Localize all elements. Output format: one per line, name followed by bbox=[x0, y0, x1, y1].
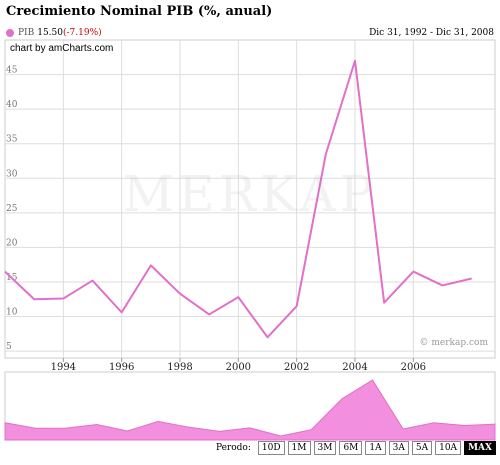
y-tick-label: 10 bbox=[6, 308, 18, 318]
period-button-10a[interactable]: 10A bbox=[435, 441, 462, 455]
y-tick-label: 25 bbox=[6, 204, 18, 214]
date-range: Dic 31, 1992 - Dic 31, 2008 bbox=[369, 28, 494, 38]
period-button-3m[interactable]: 3M bbox=[313, 441, 337, 455]
legend-series-value: 15.50 bbox=[37, 28, 63, 38]
amcharts-credit-link[interactable]: chart by amCharts.com bbox=[10, 43, 114, 54]
legend-marker-icon bbox=[6, 29, 14, 37]
period-button-1a[interactable]: 1A bbox=[365, 441, 386, 455]
y-tick-label: 5 bbox=[6, 342, 12, 352]
period-button-6m[interactable]: 6M bbox=[339, 441, 363, 455]
period-button-10d[interactable]: 10D bbox=[257, 441, 285, 455]
y-tick-label: 40 bbox=[6, 100, 18, 110]
y-tick-label: 20 bbox=[6, 238, 18, 248]
period-selector: Perodo: 10D 1M 3M 6M 1A 3A 5A 10A MAX bbox=[215, 441, 496, 455]
period-button-1m[interactable]: 1M bbox=[287, 441, 311, 455]
y-tick-label: 35 bbox=[6, 135, 18, 145]
period-button-3a[interactable]: 3A bbox=[388, 441, 409, 455]
x-tick-label: 1996 bbox=[109, 362, 134, 373]
x-tick-label: 2004 bbox=[342, 362, 367, 373]
x-tick-label: 2006 bbox=[401, 362, 426, 373]
chart-title: Crecimiento Nominal PIB (%, anual) bbox=[6, 4, 273, 19]
x-tick-label: 2002 bbox=[284, 362, 309, 373]
x-tick-label: 2000 bbox=[226, 362, 251, 373]
navigator-area-pib bbox=[4, 379, 496, 441]
period-button-max[interactable]: MAX bbox=[464, 441, 496, 455]
period-buttons: 10D 1M 3M 6M 1A 3A 5A 10A MAX bbox=[255, 441, 496, 455]
period-button-5a[interactable]: 5A bbox=[411, 441, 433, 455]
legend: PIB 15.50 (-7.19%) bbox=[6, 28, 102, 38]
x-tick-label: 1998 bbox=[167, 362, 192, 373]
y-tick-label: 45 bbox=[6, 66, 18, 76]
legend-series-change: (-7.19%) bbox=[63, 28, 102, 38]
period-label: Perodo: bbox=[215, 443, 251, 453]
series-line-pib bbox=[4, 59, 472, 339]
y-tick-label: 30 bbox=[6, 169, 18, 179]
x-tick-label: 1994 bbox=[51, 362, 76, 373]
legend-series-name: PIB bbox=[18, 28, 35, 38]
plot-frame bbox=[4, 39, 496, 359]
copyright-text: © merkap.com bbox=[419, 338, 488, 348]
